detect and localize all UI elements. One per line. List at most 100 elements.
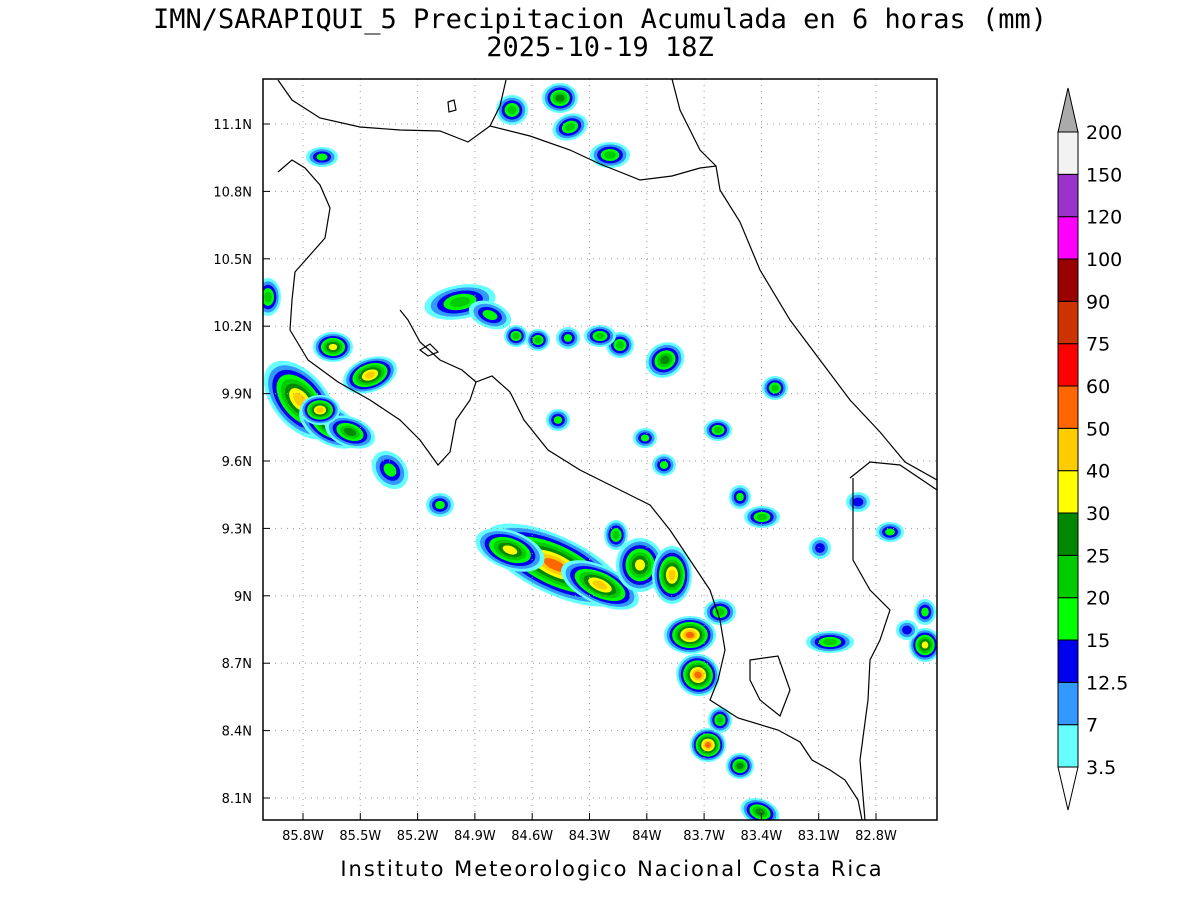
rain-contour xyxy=(705,742,711,748)
rain-contour xyxy=(921,641,929,649)
rain-contour xyxy=(612,530,620,540)
rain-contour xyxy=(736,492,744,502)
colorbar-label: 120 xyxy=(1086,207,1122,229)
lat-label: 8.1N xyxy=(222,792,252,807)
rain-contour xyxy=(852,497,864,507)
rain-contour xyxy=(616,341,624,349)
rain-contour xyxy=(555,94,565,102)
colorbar-label: 25 xyxy=(1086,545,1110,567)
colorbar-label: 200 xyxy=(1086,122,1122,144)
lat-label: 8.7N xyxy=(222,657,252,672)
colorbar-label: 90 xyxy=(1086,291,1110,313)
rain-contour xyxy=(885,528,895,536)
rain-contour xyxy=(502,545,518,555)
colorbar-box xyxy=(1057,639,1079,683)
rain-contour xyxy=(694,671,702,679)
rain-contour xyxy=(716,716,724,724)
rain-contour xyxy=(482,310,498,320)
subtitle: 2025-10-19 18Z xyxy=(486,32,714,63)
lon-label: 84.9W xyxy=(454,829,496,844)
colorbar-box xyxy=(1057,512,1079,556)
rain-contour xyxy=(756,513,768,521)
lon-label: 84.6W xyxy=(511,829,553,844)
lat-label: 9N xyxy=(234,590,252,605)
colorbar-box xyxy=(1057,470,1079,514)
colorbar-box xyxy=(1057,343,1079,387)
rain-contour xyxy=(435,500,445,510)
rain-contour xyxy=(736,762,744,770)
rain-contour xyxy=(449,296,471,308)
lat-label: 10.8N xyxy=(213,185,252,200)
precipitation xyxy=(263,83,937,820)
colorbar-label: 12.5 xyxy=(1086,672,1128,694)
colorbar-label: 75 xyxy=(1086,334,1110,356)
colorbar-label: 50 xyxy=(1086,418,1110,440)
rain-contour xyxy=(264,291,272,303)
colorbar-box xyxy=(1057,681,1079,726)
lon-label: 85.8W xyxy=(282,829,324,844)
colorbar-box xyxy=(1057,385,1079,429)
rain-contour xyxy=(714,426,722,434)
colorbar-box xyxy=(1057,300,1079,345)
colorbar-under xyxy=(1057,766,1079,811)
rain-contour xyxy=(755,808,765,816)
lat-label: 11.1N xyxy=(213,118,252,133)
rain-contour xyxy=(771,384,779,392)
colorbar-label: 40 xyxy=(1086,461,1110,483)
lat-label: 9.6N xyxy=(222,455,252,470)
lat-label: 10.2N xyxy=(213,320,252,335)
lon-label: 83.1W xyxy=(798,829,840,844)
colorbar-label: 3.5 xyxy=(1086,757,1116,779)
coastlines xyxy=(277,79,937,820)
lat-label: 10.5N xyxy=(213,253,252,268)
rain-contour xyxy=(543,558,567,572)
rain-contour xyxy=(592,580,608,590)
lat-label: 9.9N xyxy=(222,388,252,403)
rain-contour xyxy=(815,543,825,553)
colorbar-label: 15 xyxy=(1086,630,1110,652)
colorbar: 3.5 7 12.5 15 20 25 30 40 50 60 75 90 100 120 150 200 xyxy=(1057,87,1128,811)
colorbar-box xyxy=(1057,597,1079,641)
rain-contour xyxy=(604,151,616,159)
colorbar-label: 20 xyxy=(1086,588,1110,610)
grid: 85.8W 85.5W 85.2W 84.9W 84.6W 84.3W 84W 83.7W 83… xyxy=(213,79,937,844)
lon-label: 84W xyxy=(632,829,662,844)
colorbar-box xyxy=(1057,724,1079,768)
map-frame xyxy=(262,78,938,821)
rain-contour xyxy=(659,461,669,469)
rain-contour xyxy=(316,153,328,161)
title: IMN/SARAPIQUI_5 Precipitacion Acumulada … xyxy=(153,4,1047,35)
lat-label: 8.4N xyxy=(222,725,252,740)
rain-contour xyxy=(634,559,646,571)
colorbar-box xyxy=(1057,554,1079,599)
rain-contour xyxy=(383,463,397,477)
rain-contour xyxy=(668,569,676,581)
rain-contour xyxy=(534,336,542,344)
lon-label: 82.8W xyxy=(855,829,897,844)
lon-label: 85.5W xyxy=(339,829,381,844)
colorbar-label: 60 xyxy=(1086,376,1110,398)
colorbar-box xyxy=(1057,173,1079,218)
rain-contour xyxy=(553,416,563,424)
colorbar-box xyxy=(1057,131,1079,175)
lon-label: 84.3W xyxy=(569,829,611,844)
rain-contour xyxy=(512,332,520,340)
rain-contour xyxy=(328,343,338,351)
lon-label: 83.4W xyxy=(740,829,782,844)
colorbar-label: 100 xyxy=(1086,249,1122,271)
colorbar-box xyxy=(1057,258,1079,302)
rain-contour xyxy=(640,434,650,442)
rain-contour xyxy=(921,607,929,617)
colorbar-label: 30 xyxy=(1086,503,1110,525)
colorbar-label: 150 xyxy=(1086,164,1122,186)
rain-contour xyxy=(902,625,912,635)
rain-contour xyxy=(685,631,695,639)
rain-contour xyxy=(595,332,605,340)
colorbar-box xyxy=(1057,216,1079,260)
lon-label: 83.7W xyxy=(683,829,725,844)
rain-contour xyxy=(343,427,357,437)
rain-contour xyxy=(316,407,324,413)
rain-contour xyxy=(364,371,376,379)
lon-label: 85.2W xyxy=(397,829,439,844)
footer: Instituto Meteorologico Nacional Costa R… xyxy=(340,857,883,881)
